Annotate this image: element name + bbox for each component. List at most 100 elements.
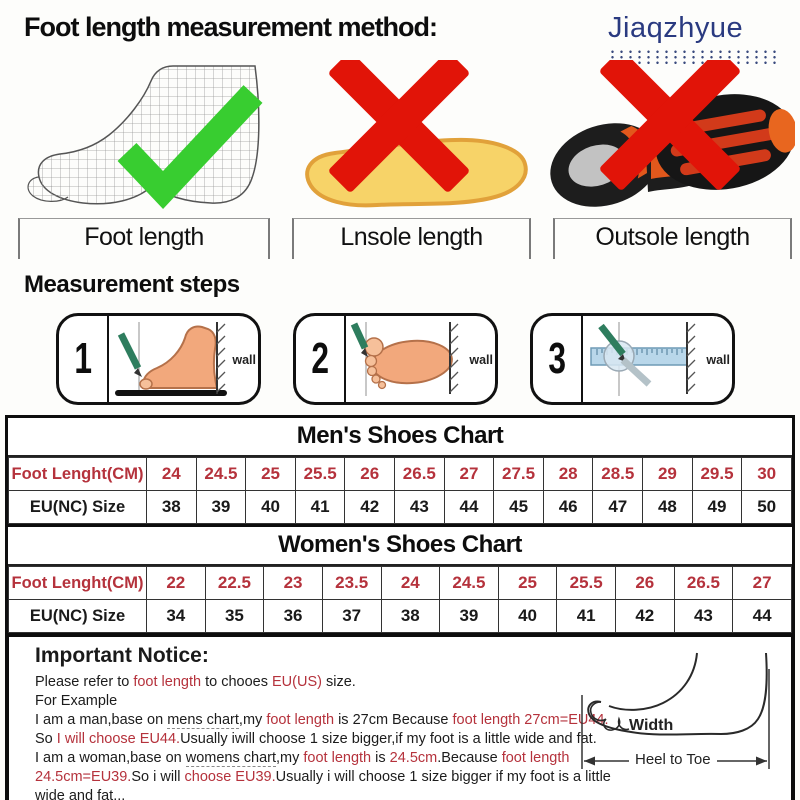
size-cell: 42 (615, 599, 675, 633)
mens-size-table: Foot Lenght(CM) 24 24.5 25 25.5 26 26.5 27 27.5… (8, 457, 792, 524)
size-cell: 47 (592, 490, 644, 524)
step-3-box: 3 wall (530, 313, 735, 405)
notice-line: wide and fat... (35, 787, 791, 800)
brand-block: Jiaqzhyue (608, 12, 786, 65)
cross-icon (600, 60, 740, 190)
notice-text-segment: foot length 27cm=EU44. (452, 712, 609, 728)
header: Foot length measurement method: Jiaqzhyu… (0, 0, 800, 65)
foot-outline-instep (608, 652, 698, 711)
size-cell: 26 (344, 457, 396, 491)
size-cell: 26 (615, 566, 675, 600)
row-label: Foot Lenght(CM) (8, 457, 147, 491)
notice-text-segment: size. (321, 674, 356, 690)
step-3-art: wall (583, 316, 732, 402)
page-title: Foot length measurement method: (24, 12, 438, 42)
womens-shoes-chart: Women's Shoes Chart Foot Lenght(CM) 22 22… (5, 524, 795, 636)
size-cell: 42 (344, 490, 396, 524)
size-cell: 44 (732, 599, 792, 633)
size-cell: 27 (443, 457, 495, 491)
size-cell: 41 (294, 490, 346, 524)
size-cell: 25 (497, 566, 558, 600)
size-cell: 44 (443, 490, 495, 524)
notice-text-segment: 24.5cm (389, 750, 438, 766)
insole-image (305, 60, 528, 208)
size-cell: 25 (245, 457, 296, 491)
notice-line: I am a woman,base on womens chart,my foo… (35, 749, 791, 768)
notice-text-segment: choose EU39. (184, 769, 276, 785)
notice-text-segment: So i will (131, 769, 185, 785)
notice-text-segment: So (35, 731, 57, 747)
foot-measure-diagram: Width Heel to Toe (571, 647, 783, 785)
size-cell: 24.5 (195, 457, 247, 491)
size-cell: 30 (741, 457, 792, 491)
foot-outline-back (587, 652, 768, 736)
notice-line: For Example (35, 692, 791, 711)
size-cell: 48 (642, 490, 693, 524)
dot-grid-pattern (608, 49, 782, 65)
size-cell: 27.5 (493, 457, 544, 491)
size-cell: 29.5 (691, 457, 743, 491)
wall-label: wall (232, 353, 256, 367)
foot-wireframe-image (27, 65, 263, 209)
brand-name: Jiaqzhyue (608, 12, 744, 44)
notice-text-segment: Usually iwill choose 1 size bigger,if my… (180, 731, 597, 747)
notice-text-segment: Usually i will choose 1 size bigger if m… (275, 769, 611, 785)
size-cell: 40 (497, 599, 558, 633)
mens-foot-length-row: Foot Lenght(CM) 24 24.5 25 25.5 26 26.5 27 27.5… (8, 457, 792, 491)
size-cell: 41 (556, 599, 616, 633)
size-cell: 39 (195, 490, 247, 524)
notice-text-segment: I am a man,base on (35, 712, 168, 728)
notice-line: Please refer to foot length to chooes EU… (35, 673, 791, 692)
notice-text-segment: foot length (133, 674, 202, 690)
notice-text-segment: 24.5cm=EU39. (35, 769, 132, 785)
ruler-measure-image (590, 322, 696, 396)
step-number: 1 (59, 316, 109, 402)
foot-length-figure: Foot length (15, 60, 273, 259)
notice-title: Important Notice: (35, 644, 209, 667)
steps-heading: Measurement steps (24, 271, 240, 298)
notice-text-segment: is (371, 750, 390, 766)
step-number: 3 (533, 316, 583, 402)
size-cell: 43 (673, 599, 734, 633)
womens-chart-title: Women's Shoes Chart (8, 527, 792, 566)
size-cell: 23.5 (321, 566, 382, 600)
notice-text-segment: I will choose EU44. (56, 731, 181, 747)
mens-chart-title: Men's Shoes Chart (8, 418, 792, 457)
womens-eu-size-row: EU(NC) Size 34 35 36 37 38 39 40 41 42 43 44 (8, 599, 792, 633)
check-icon (117, 85, 263, 209)
size-cell: 25.5 (556, 566, 616, 600)
size-cell: 22.5 (204, 566, 265, 600)
measurement-figures-row: Foot length Lnsole length (0, 60, 800, 259)
size-cell: 23 (263, 566, 323, 600)
size-cell: 24.5 (439, 566, 499, 600)
size-cell: 45 (493, 490, 544, 524)
notice-text-segment: EU(US) (272, 674, 322, 690)
size-cell: 26.5 (394, 457, 445, 491)
notice-text-segment: foot length (303, 750, 372, 766)
outsole-length-figure: Outsole length (550, 60, 795, 259)
size-cell: 22 (146, 566, 206, 600)
notice-text-segment: womens chart (185, 750, 276, 767)
size-cell: 43 (394, 490, 445, 524)
wall-label: wall (469, 353, 493, 367)
heel-to-toe-label: Heel to Toe (629, 751, 717, 768)
size-cell: 29 (642, 457, 693, 491)
notice-text-segment: is 27cm Because (334, 712, 453, 728)
pencil-icon (350, 322, 369, 350)
size-cell: 49 (691, 490, 743, 524)
womens-foot-length-row: Foot Lenght(CM) 22 22.5 23 23.5 24 24.5 25 25.5… (8, 566, 792, 600)
insole-length-figure: Lnsole length (289, 60, 534, 259)
size-cell: 36 (263, 599, 323, 633)
size-cell: 38 (146, 490, 197, 524)
size-cell: 46 (542, 490, 594, 524)
notice-text-segment: to chooes (201, 674, 272, 690)
step-number: 2 (296, 316, 346, 402)
size-cell: 38 (380, 599, 441, 633)
notice-text-segment: I am a woman,base on (35, 750, 186, 766)
size-cell: 28.5 (592, 457, 644, 491)
step-2-art: wall (346, 316, 495, 402)
notice-text-segment: ,my (238, 712, 267, 728)
wireframe-foot-shape (37, 65, 260, 205)
wireframe-toe-shape (27, 176, 69, 202)
